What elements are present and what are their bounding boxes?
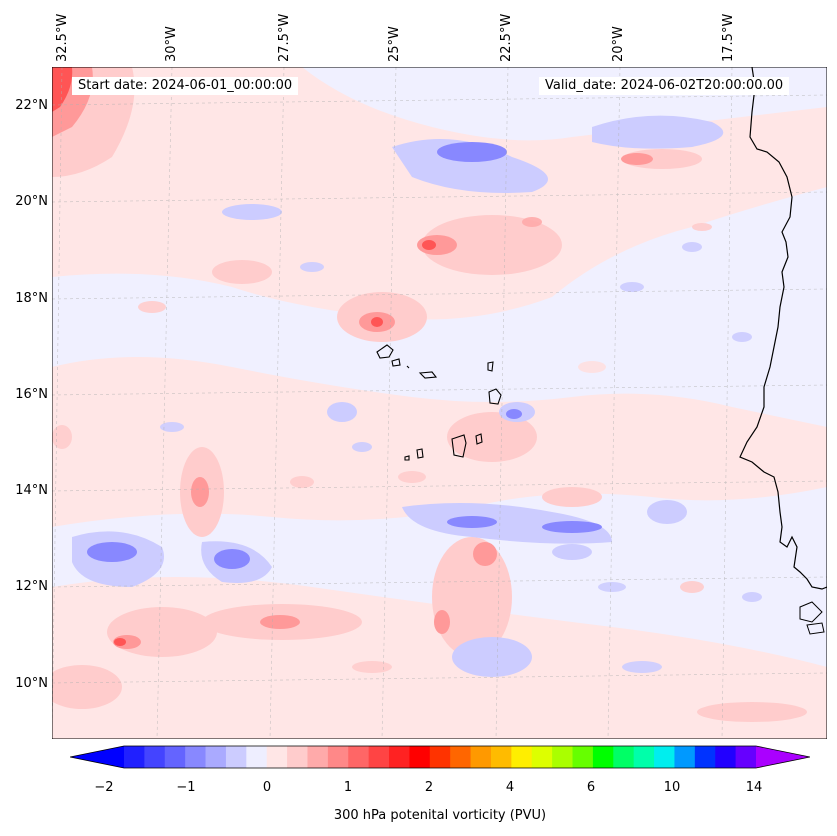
valid-date-label: Valid_date: 2024-06-02T20:00:00.00 xyxy=(539,77,790,95)
colorbar-tick-10: 10 xyxy=(663,780,681,795)
colorbar-extend-min xyxy=(70,746,124,768)
pv-speckles xyxy=(52,217,762,673)
cape-verde-islands xyxy=(376,344,502,461)
latitude-label-22n: 22°N xyxy=(15,98,48,113)
pv-map xyxy=(52,67,827,739)
latitude-label-18n: 18°N xyxy=(15,291,48,306)
start-date-label: Start date: 2024-06-01_00:00:00 xyxy=(72,77,299,95)
colorbar-outline xyxy=(70,745,810,769)
colorbar-segment xyxy=(572,746,594,768)
colorbar-segment xyxy=(164,746,186,768)
colorbar-segment xyxy=(368,746,390,768)
colorbar-segment xyxy=(470,746,492,768)
longitude-label-20w: 20°W xyxy=(611,26,626,62)
longitude-label-17-5w: 17.5°W xyxy=(721,13,736,62)
colorbar-segment xyxy=(348,746,370,768)
colorbar-segment xyxy=(531,746,553,768)
colorbar-segment xyxy=(450,746,472,768)
latitude-label-10n: 10°N xyxy=(15,676,48,691)
colorbar-extend-max xyxy=(756,746,810,768)
pv-field-negative-strong xyxy=(87,142,602,569)
colorbar-segment xyxy=(124,746,145,768)
colorbar-segment xyxy=(633,746,655,768)
colorbar xyxy=(70,745,810,769)
colorbar-tick-4: 4 xyxy=(505,780,515,795)
colorbar-segment xyxy=(654,746,675,768)
colorbar-segment xyxy=(144,746,166,768)
colorbar-segment xyxy=(409,746,431,768)
colorbar-segment xyxy=(327,746,349,768)
pv-field-negative-light xyxy=(72,115,724,677)
colorbar-label: 300 hPa potenital vorticity (PVU) xyxy=(333,808,547,823)
colorbar-segment xyxy=(225,746,247,768)
colorbar-segment xyxy=(389,746,410,768)
african-coastline xyxy=(739,67,827,590)
colorbar-tick-6: 6 xyxy=(586,780,596,795)
colorbar-segment xyxy=(674,746,696,768)
latitude-label-12n: 12°N xyxy=(15,579,48,594)
colorbar-segment xyxy=(266,746,288,768)
colorbar-segment xyxy=(246,746,268,768)
colorbar-segment xyxy=(735,746,757,768)
colorbar-tick-0: 0 xyxy=(262,780,272,795)
colorbar-segment xyxy=(694,746,716,768)
pv-field-positive-core xyxy=(52,67,436,646)
colorbar-segment xyxy=(715,746,737,768)
colorbar-segment xyxy=(287,746,308,768)
colorbar-tick-neg2: −2 xyxy=(94,780,114,795)
colorbar-segment xyxy=(307,746,329,768)
colorbar-segment xyxy=(552,746,574,768)
colorbar-segment xyxy=(205,746,227,768)
longitude-label-25w: 25°W xyxy=(387,26,402,62)
longitude-label-27-5w: 27.5°W xyxy=(277,13,292,62)
colorbar-segment xyxy=(592,746,614,768)
longitude-label-32-5w: 32.5°W xyxy=(55,13,70,62)
coastline-islands xyxy=(799,601,825,635)
latitude-label-16n: 16°N xyxy=(15,387,48,402)
colorbar-tick-1: 1 xyxy=(343,780,353,795)
longitude-label-30w: 30°W xyxy=(164,26,179,62)
colorbar-segment xyxy=(185,746,207,768)
colorbar-segment xyxy=(490,746,512,768)
colorbar-segment xyxy=(613,746,635,768)
colorbar-tick-neg1: −1 xyxy=(176,780,196,795)
colorbar-segment xyxy=(511,746,533,768)
longitude-label-22-5w: 22.5°W xyxy=(499,13,514,62)
graticule xyxy=(52,67,827,739)
latitude-label-14n: 14°N xyxy=(15,483,48,498)
latitude-label-20n: 20°N xyxy=(15,194,48,209)
colorbar-tick-2: 2 xyxy=(424,780,434,795)
colorbar-segment xyxy=(429,746,451,768)
colorbar-tick-14: 14 xyxy=(745,780,763,795)
